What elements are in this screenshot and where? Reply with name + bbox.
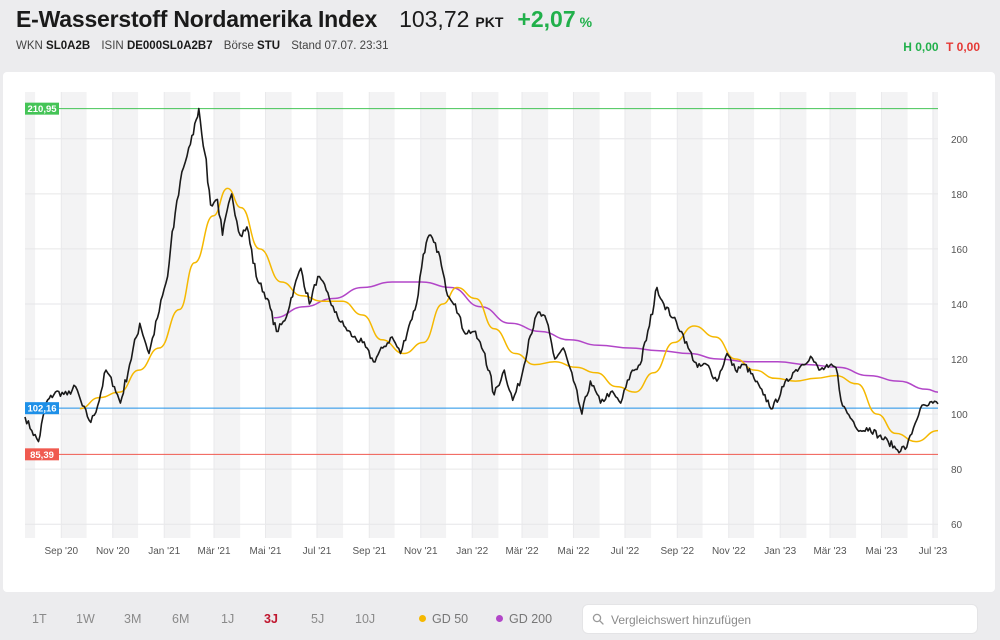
instrument-title: E-Wasserstoff Nordamerika Index	[16, 6, 378, 32]
month-band	[573, 92, 600, 538]
y-tick-label: 80	[951, 465, 963, 476]
month-band	[164, 92, 191, 538]
wkn-value: SL0A2B	[46, 40, 91, 52]
wkn-label: WKN	[16, 40, 43, 52]
y-tick-label: 200	[951, 135, 968, 146]
range-button-3m[interactable]: 3M	[124, 612, 142, 626]
exchange-value: STU	[257, 40, 281, 52]
month-band	[369, 92, 395, 538]
vertical-grid	[60, 92, 934, 538]
month-bands	[25, 92, 938, 538]
range-button-5j[interactable]: 5J	[311, 612, 325, 626]
legend-dot	[419, 615, 426, 622]
range-button-6m[interactable]: 6M	[172, 612, 190, 626]
x-tick-label: Mär '23	[813, 546, 846, 557]
reference-label: 102,16	[27, 404, 56, 415]
series-line-gd-50	[79, 187, 939, 443]
legend-dot	[496, 615, 503, 622]
header: E-Wasserstoff Nordamerika Index 103,72 P…	[0, 0, 1000, 70]
month-band	[420, 92, 447, 538]
x-tick-label: Jul '23	[919, 546, 948, 557]
exchange-label: Börse	[223, 40, 254, 52]
chart-controls: 1T 1W 3M 6M 1J 3J 5J 10J GD 50 GD 200	[0, 596, 1000, 640]
y-tick-label: 120	[951, 355, 968, 366]
x-tick-label: Nov '20	[96, 546, 130, 557]
chart-card[interactable]: 60 80 100 120 140 160 180 200 Sep '20 Nov '20 Jan…	[3, 72, 995, 592]
range-button-3j[interactable]: 3J	[264, 612, 278, 626]
reference-lines	[25, 108, 938, 455]
x-tick-label: Jul '21	[303, 546, 332, 557]
month-band	[214, 92, 241, 538]
month-band	[728, 92, 755, 538]
x-tick-label: Sep '20	[44, 546, 78, 557]
x-tick-label: Mär '21	[197, 546, 230, 557]
y-axis: 60 80 100 120 140 160 180 200	[951, 135, 968, 531]
reference-label-bg	[25, 102, 59, 115]
reference-label: 85,39	[30, 450, 54, 461]
reference-label: 210,95	[27, 104, 57, 115]
x-tick-label: Sep '21	[352, 546, 386, 557]
x-tick-label: Jan '21	[148, 546, 180, 557]
month-band	[881, 92, 908, 538]
month-band	[316, 92, 344, 538]
price-unit: PKT	[475, 14, 504, 30]
month-band	[829, 92, 857, 538]
stand-label: Stand	[291, 40, 322, 52]
isin-value: DE000SL0A2B7	[126, 40, 213, 52]
search-icon	[592, 613, 604, 625]
high-low: H 0,00 T 0,00	[903, 40, 980, 54]
price-change-unit: %	[579, 14, 593, 30]
series-line-gd-200	[273, 281, 939, 393]
x-tick-label: Jul '22	[611, 546, 640, 557]
compare-search[interactable]	[582, 604, 978, 634]
legend-item-gd200[interactable]: GD 200	[496, 612, 552, 626]
x-tick-label: Mai '23	[865, 546, 897, 557]
x-axis: Sep '20 Nov '20 Jan '21 Mär '21 Mai '21 Jul '…	[44, 546, 947, 557]
low-label: T	[945, 40, 954, 54]
y-tick-label: 140	[951, 300, 968, 311]
x-tick-label: Mai '21	[250, 546, 282, 557]
x-tick-label: Mär '22	[505, 546, 538, 557]
y-tick-label: 160	[951, 245, 968, 256]
x-tick-label: Jan '22	[456, 546, 488, 557]
x-tick-label: Sep '22	[660, 546, 694, 557]
high-value: 0,00	[915, 40, 939, 54]
reference-labels: 210,95 102,16 85,39	[25, 102, 59, 461]
series-line-kurs	[24, 107, 939, 454]
y-tick-label: 100	[951, 410, 968, 421]
x-tick-label: Jan '23	[764, 546, 796, 557]
month-band	[25, 92, 36, 538]
reference-label-bg	[25, 402, 59, 415]
month-band	[780, 92, 807, 538]
y-tick-label: 60	[951, 520, 963, 531]
low-value: 0,00	[956, 40, 980, 54]
month-band	[932, 92, 938, 538]
instrument-meta: WKN SL0A2B ISIN DE000SL0A2B7 Börse STU S…	[16, 40, 388, 52]
compare-search-input[interactable]	[609, 609, 973, 631]
current-price: 103,72	[399, 6, 470, 32]
series-lines	[24, 107, 939, 454]
month-band	[61, 92, 87, 538]
month-band	[112, 92, 139, 538]
month-band	[624, 92, 652, 538]
high-label: H	[903, 40, 912, 54]
x-tick-label: Nov '22	[712, 546, 746, 557]
reference-label-bg	[25, 448, 59, 461]
legend-label: GD 200	[509, 612, 553, 626]
range-button-1j[interactable]: 1J	[221, 612, 235, 626]
range-button-1w[interactable]: 1W	[76, 612, 95, 626]
range-button-10j[interactable]: 10J	[355, 612, 376, 626]
y-tick-label: 180	[951, 190, 968, 201]
legend-label: GD 50	[432, 612, 469, 626]
stand-value: 07.07. 23:31	[324, 40, 389, 52]
x-tick-label: Nov '21	[404, 546, 438, 557]
month-band	[677, 92, 703, 538]
range-button-1t[interactable]: 1T	[32, 612, 47, 626]
title-row: E-Wasserstoff Nordamerika Index 103,72 P…	[16, 6, 592, 33]
legend-item-gd50[interactable]: GD 50	[419, 612, 468, 626]
x-tick-label: Mai '22	[558, 546, 590, 557]
price-chart[interactable]: 60 80 100 120 140 160 180 200 Sep '20 Nov '20 Jan…	[3, 72, 995, 592]
price-change: +2,07	[517, 6, 576, 32]
isin-label: ISIN	[101, 40, 124, 52]
